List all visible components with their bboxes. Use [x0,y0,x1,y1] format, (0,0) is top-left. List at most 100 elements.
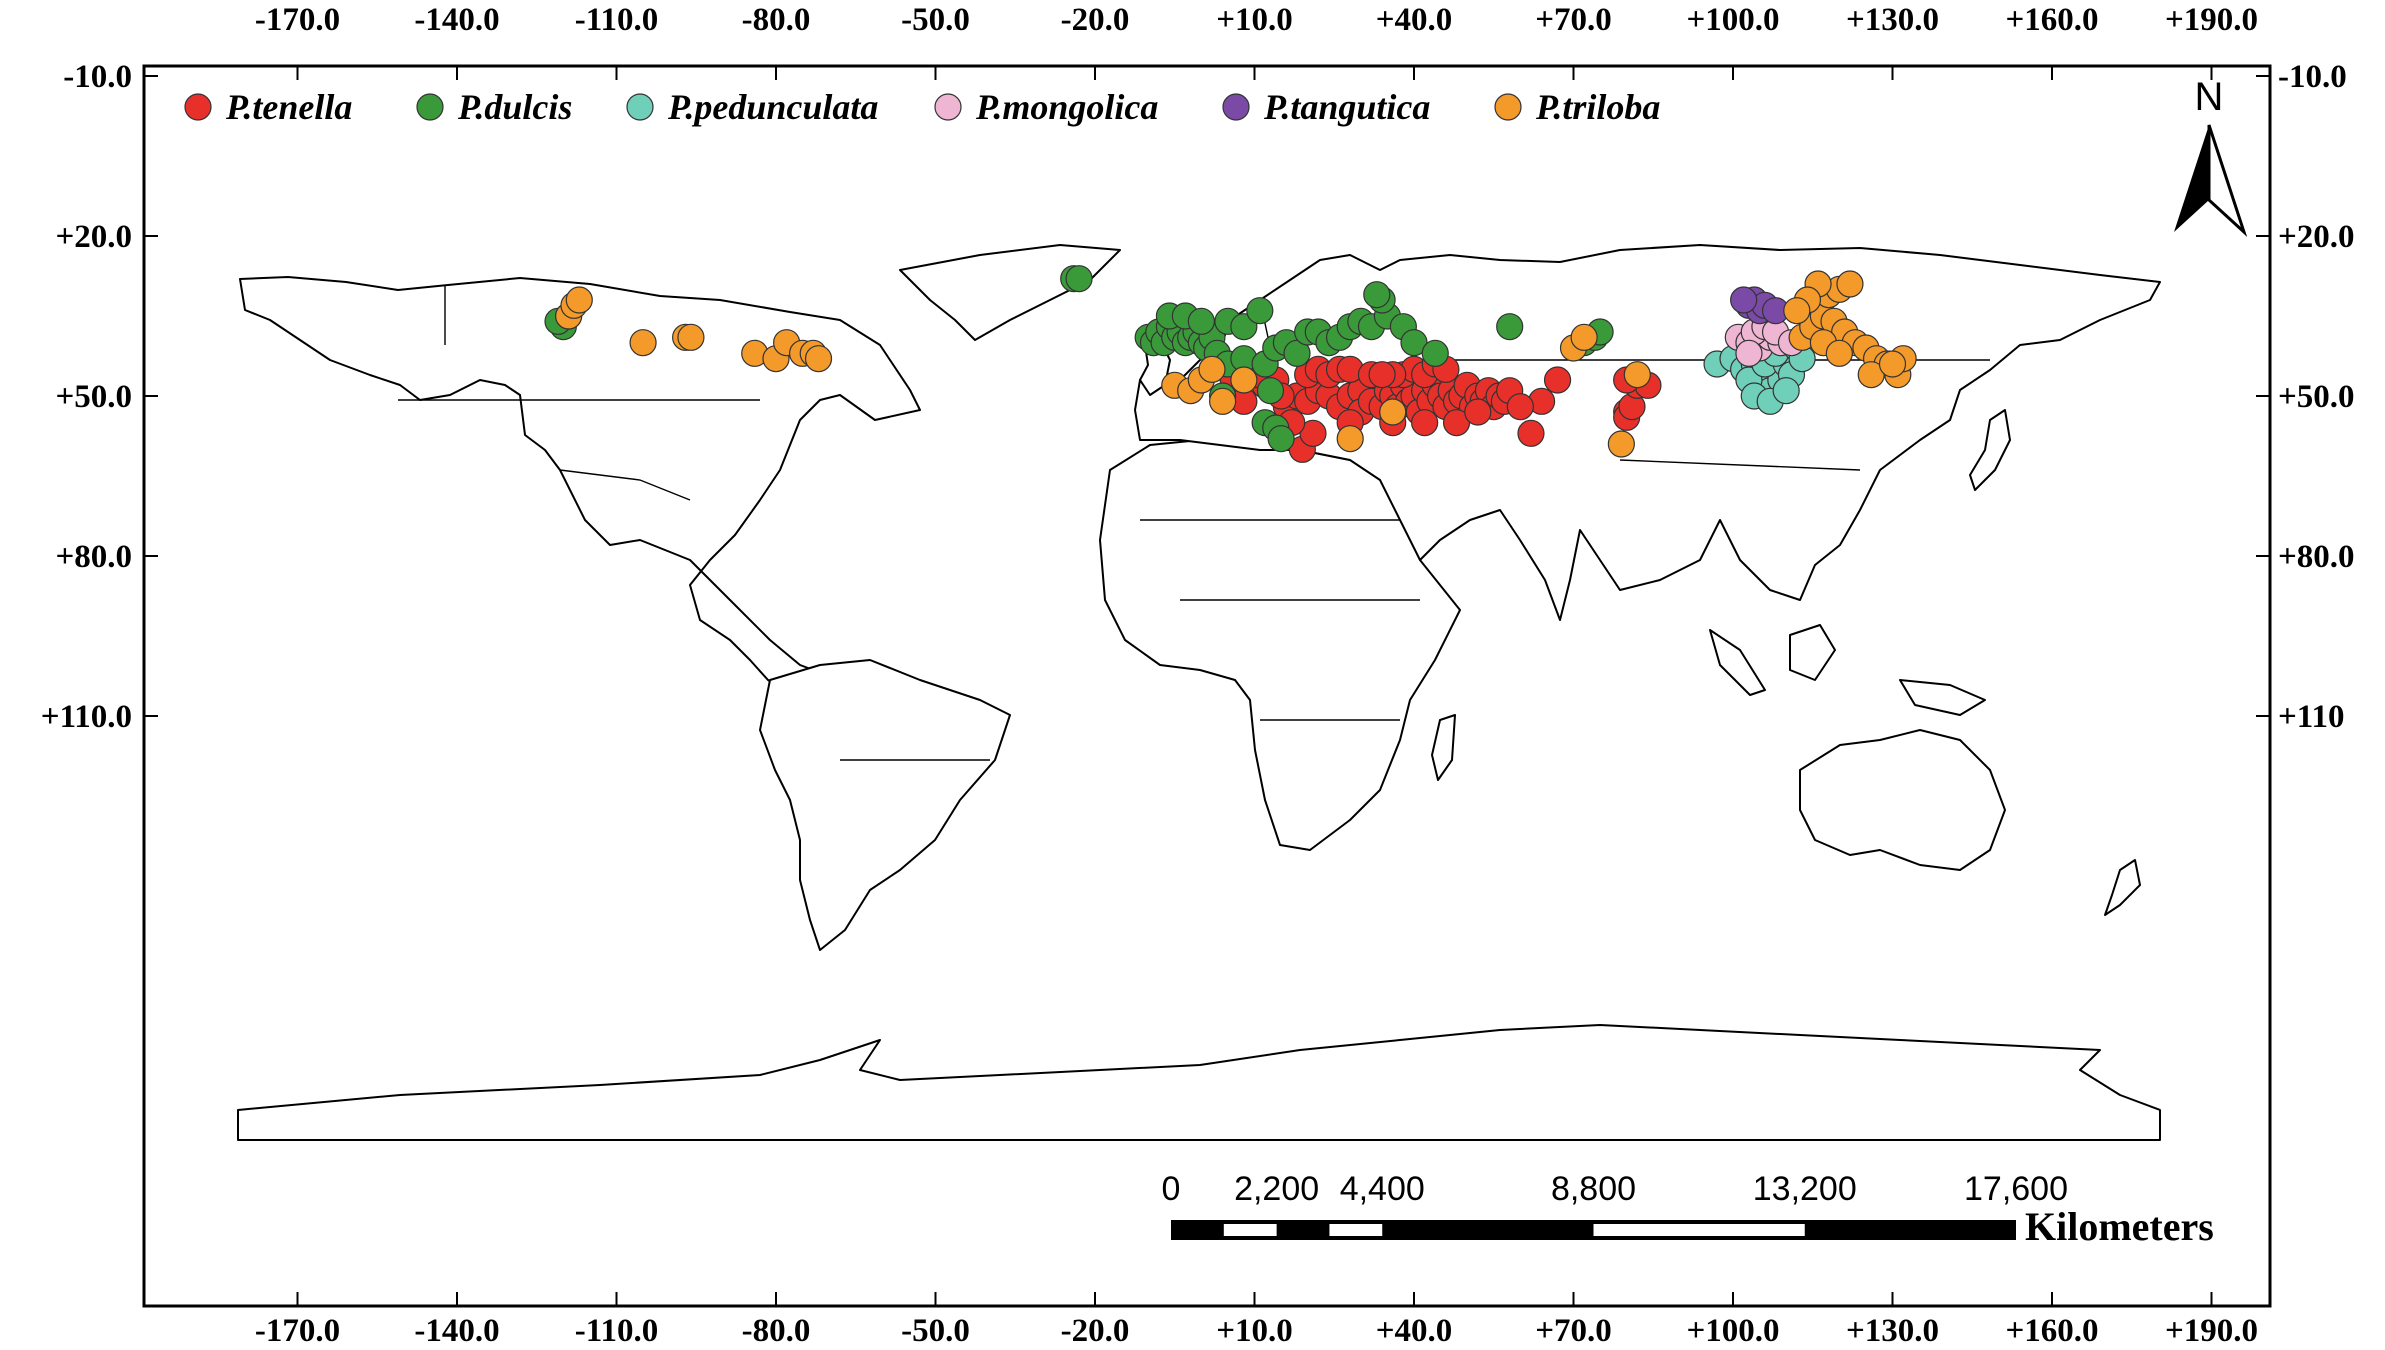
legend-label: P.tenella [225,87,352,127]
x-tick-label-bottom: -170.0 [255,1313,340,1349]
occurrence-point [1411,409,1439,437]
occurrence-point [1570,323,1598,351]
occurrence-point [1623,361,1651,389]
scale-bar-unit: Kilometers [2025,1204,2214,1249]
legend-marker [416,93,444,121]
island-new-zealand [2104,859,2141,916]
y-tick-label-right: +110 [2278,699,2344,735]
scale-bar-label: 8,800 [1551,1170,1636,1208]
occurrence-points [544,265,1917,463]
x-tick-label-top: -20.0 [1061,2,1130,38]
x-tick-label-bottom: +40.0 [1376,1313,1453,1349]
occurrence-point [1230,366,1258,394]
x-tick-label-top: +100.0 [1686,2,1779,38]
occurrence-point [804,345,833,373]
occurrence-point [1208,387,1237,415]
occurrence-point [1825,339,1853,367]
occurrence-point [1421,339,1449,367]
x-tick-label-bottom: -140.0 [414,1313,499,1349]
scale-bar: Kilometers 0 2,200 4,400 8,800 13,200 17,600 [1162,1170,2214,1249]
y-tick-label-left: +110.0 [41,699,132,735]
occurrence-point [1336,425,1364,453]
north-arrow-label: N [2195,75,2224,119]
occurrence-point [1506,393,1534,421]
legend-label: P.dulcis [457,87,572,127]
scale-bar-label: 13,200 [1753,1170,1857,1208]
species-points-ptangutica [1730,286,1790,325]
x-tick-label-bottom: +190.0 [2165,1313,2258,1349]
island-new-guinea [1899,679,1986,716]
map-frame [142,64,2272,1308]
legend-marker [626,93,654,121]
scale-bar-segment [1223,1224,1277,1236]
occurrence-point [565,286,593,314]
occurrence-point [677,323,705,351]
legend-marker [184,93,212,121]
island-madagascar [1431,714,1456,781]
x-axis-top: -170.0 -140.0 -110.0 -80.0 -50.0 -20.0 +10.0 +4… [255,2,2258,80]
occurrence-point [1496,313,1524,341]
x-tick-label-bottom: +10.0 [1216,1313,1293,1349]
world-landmass [237,244,2161,1141]
occurrence-point [1607,430,1635,458]
occurrence-point [1836,270,1864,298]
occurrence-point [629,329,657,357]
x-axis-bottom: -170.0 -140.0 -110.0 -80.0 -50.0 -20.0 +10.0 +4… [255,1292,2258,1349]
x-tick-label-top: -80.0 [742,2,811,38]
occurrence-point [1187,307,1215,335]
legend-marker [1494,93,1522,121]
occurrence-point [1267,425,1295,453]
x-tick-label-bottom: -80.0 [742,1313,811,1349]
y-tick-label-right: +50.0 [2278,379,2355,415]
x-tick-label-top: +130.0 [1846,2,1939,38]
x-tick-label-top: -140.0 [414,2,499,38]
y-tick-label-right: +80.0 [2278,539,2355,575]
continent-north-america [239,276,921,713]
species-points-ptriloba [555,270,1917,458]
y-tick-label-left: +50.0 [55,379,132,415]
occurrence-point [1464,398,1492,426]
occurrence-point [1368,361,1396,389]
x-tick-label-top: +190.0 [2165,2,2258,38]
y-tick-label-right: +20.0 [2278,219,2355,255]
legend-marker [934,93,962,121]
legend-label: P.triloba [1535,87,1660,127]
north-arrow-icon [2174,124,2248,237]
scale-bar-label: 2,200 [1234,1170,1319,1208]
x-tick-label-bottom: +70.0 [1535,1313,1612,1349]
y-axis-left: +110.0+80.0+50.0+20.0-10.0-40.0-70.0-100… [41,59,158,735]
continent-south-america [759,659,1011,951]
legend-label: P.mongolica [975,87,1158,127]
border-china [1619,459,1861,471]
x-tick-label-bottom: -20.0 [1061,1313,1130,1349]
occurrence-point [1256,377,1285,405]
y-tick-label-left: -10.0 [63,59,132,95]
occurrence-point [1517,419,1545,447]
occurrence-point [1735,339,1763,367]
occurrence-point [1065,265,1093,293]
island-borneo [1789,624,1836,681]
legend-marker [1222,93,1250,121]
island-sumatra [1709,629,1766,696]
occurrence-point [1246,297,1274,325]
x-tick-label-top: +70.0 [1535,2,1612,38]
scale-bar-label: 0 [1162,1170,1181,1208]
y-tick-label-right: -10.0 [2278,59,2347,95]
continent-eurasia [1134,244,2161,621]
occurrence-point [1772,377,1800,405]
x-tick-label-top: -170.0 [255,2,340,38]
scale-bar-segment [1329,1224,1383,1236]
occurrence-point [1730,286,1758,314]
continent-greenland [899,244,1121,341]
x-tick-label-top: +10.0 [1216,2,1293,38]
x-tick-label-top: +160.0 [2005,2,2098,38]
occurrence-point [1363,281,1391,309]
y-tick-label-left: +80.0 [55,539,132,575]
x-tick-label-bottom: +160.0 [2005,1313,2098,1349]
island-japan [1969,409,2011,491]
y-axis-right: +110+80.0+50.0+20.0-10.0-40.0-70.0-100. [2256,59,2355,735]
x-tick-label-bottom: +130.0 [1846,1313,1939,1349]
continent-antarctica [237,1024,2161,1141]
occurrence-point [1878,350,1907,378]
